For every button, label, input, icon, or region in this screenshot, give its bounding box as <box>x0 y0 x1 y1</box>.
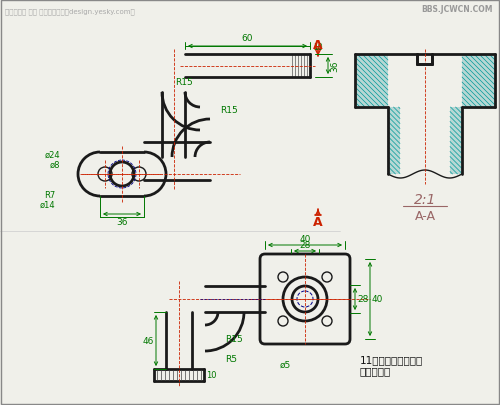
Text: 36: 36 <box>116 217 128 226</box>
Text: A-A: A-A <box>414 209 436 222</box>
Text: 中国教程网 授权 天极设计在线（design.yesky.com）: 中国教程网 授权 天极设计在线（design.yesky.com） <box>5 8 135 15</box>
Text: 11、标注主视图与俯
视图尺寸。: 11、标注主视图与俯 视图尺寸。 <box>360 354 423 376</box>
Bar <box>418 55 432 65</box>
Text: R15: R15 <box>220 105 238 114</box>
Text: 28: 28 <box>300 241 310 249</box>
Text: ø8: ø8 <box>50 160 60 169</box>
Text: 28: 28 <box>357 295 368 304</box>
Text: BBS.JCWCN.COM: BBS.JCWCN.COM <box>422 5 493 14</box>
Text: 10: 10 <box>206 371 216 379</box>
Text: R7: R7 <box>44 190 55 199</box>
Text: ø5: ø5 <box>280 360 291 369</box>
Text: 60: 60 <box>242 34 254 43</box>
Text: 10: 10 <box>313 43 322 51</box>
Text: ø14: ø14 <box>40 200 55 209</box>
Bar <box>388 108 400 175</box>
Bar <box>355 55 388 108</box>
Text: R5: R5 <box>225 355 237 364</box>
Text: 40: 40 <box>300 234 310 243</box>
Text: 40: 40 <box>372 295 384 304</box>
Bar <box>450 108 462 175</box>
Text: A: A <box>313 215 323 228</box>
Text: R15: R15 <box>225 335 243 344</box>
Text: R15: R15 <box>175 77 193 86</box>
Text: 46: 46 <box>142 336 154 345</box>
Text: 2:1: 2:1 <box>414 192 436 207</box>
Bar <box>462 55 495 108</box>
Text: A: A <box>313 38 323 51</box>
Text: ø24: ø24 <box>44 150 60 159</box>
Text: 36: 36 <box>330 61 339 72</box>
